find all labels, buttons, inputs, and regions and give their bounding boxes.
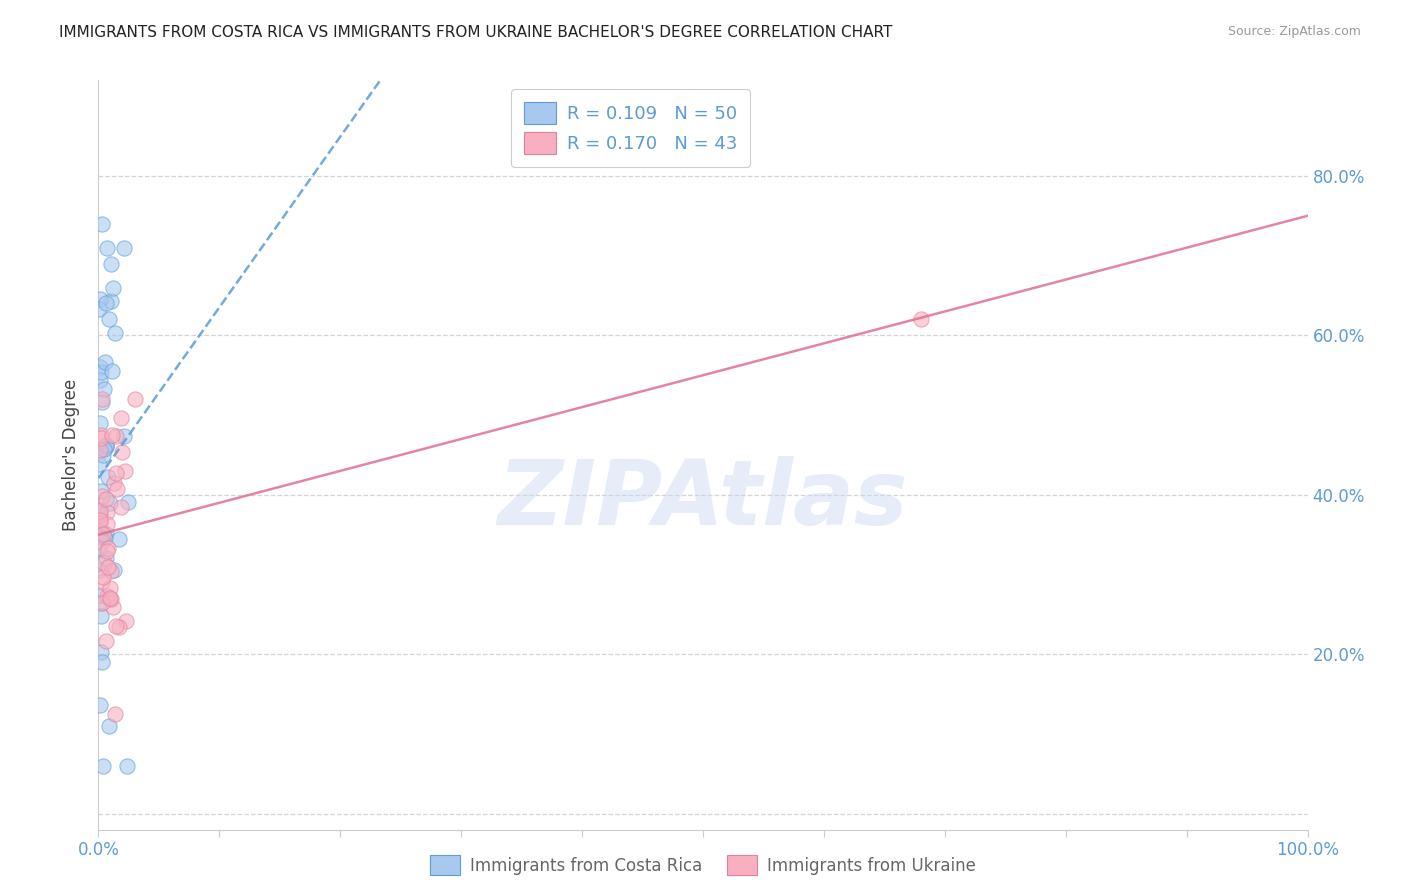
Point — [89, 292, 111, 306]
Point — [114, 464, 136, 478]
Point — [91, 570, 114, 584]
Point — [98, 495, 121, 509]
Point — [89, 698, 111, 713]
Point — [89, 508, 111, 522]
Text: Source: ZipAtlas.com: Source: ZipAtlas.com — [1227, 25, 1361, 38]
Point — [115, 614, 138, 628]
Point — [101, 280, 124, 294]
Point — [89, 416, 111, 430]
Point — [90, 609, 112, 624]
Text: IMMIGRANTS FROM COSTA RICA VS IMMIGRANTS FROM UKRAINE BACHELOR'S DEGREE CORRELAT: IMMIGRANTS FROM COSTA RICA VS IMMIGRANTS… — [59, 25, 893, 40]
Point — [89, 359, 111, 374]
Point — [94, 296, 117, 310]
Point — [96, 544, 118, 558]
Point — [96, 437, 118, 451]
Point — [100, 582, 122, 596]
Point — [96, 517, 118, 532]
Point — [124, 392, 146, 406]
Point — [108, 620, 131, 634]
Point — [111, 445, 134, 459]
Y-axis label: Bachelor's Degree: Bachelor's Degree — [62, 379, 80, 531]
Point — [90, 484, 112, 499]
Point — [93, 382, 115, 396]
Point — [105, 619, 128, 633]
Point — [100, 293, 122, 308]
Point — [98, 312, 121, 326]
Point — [910, 312, 932, 326]
Point — [117, 495, 139, 509]
Point — [89, 529, 111, 543]
Point — [91, 489, 114, 503]
Point — [87, 588, 110, 602]
Point — [89, 524, 111, 539]
Point — [93, 531, 115, 545]
Point — [110, 410, 132, 425]
Point — [91, 596, 114, 610]
Point — [112, 242, 135, 256]
Legend: Immigrants from Costa Rica, Immigrants from Ukraine: Immigrants from Costa Rica, Immigrants f… — [422, 847, 984, 884]
Point — [101, 363, 124, 377]
Point — [91, 759, 114, 773]
Point — [103, 476, 125, 491]
Point — [98, 591, 121, 606]
Point — [101, 600, 124, 615]
Point — [103, 563, 125, 577]
Point — [94, 492, 117, 507]
Point — [94, 527, 117, 541]
Point — [100, 592, 122, 607]
Point — [93, 556, 115, 570]
Point — [91, 217, 114, 231]
Point — [112, 428, 135, 442]
Point — [96, 505, 118, 519]
Point — [104, 326, 127, 340]
Point — [96, 440, 118, 454]
Point — [87, 506, 110, 520]
Point — [97, 470, 120, 484]
Point — [87, 563, 110, 577]
Point — [105, 483, 128, 497]
Text: ZIPAtlas: ZIPAtlas — [498, 456, 908, 544]
Point — [97, 541, 120, 556]
Point — [96, 634, 118, 648]
Point — [90, 431, 112, 445]
Point — [94, 438, 117, 452]
Point — [89, 443, 111, 458]
Point — [90, 574, 112, 589]
Point — [89, 516, 111, 530]
Point — [105, 466, 128, 480]
Point — [97, 560, 120, 574]
Point — [101, 428, 124, 442]
Point — [93, 355, 115, 369]
Point — [91, 394, 114, 409]
Point — [105, 429, 128, 443]
Point — [100, 564, 122, 578]
Legend: R = 0.109   N = 50, R = 0.170   N = 43: R = 0.109 N = 50, R = 0.170 N = 43 — [510, 89, 749, 167]
Point — [90, 427, 112, 442]
Point — [96, 589, 118, 603]
Point — [87, 457, 110, 471]
Point — [93, 442, 115, 457]
Point — [107, 532, 129, 546]
Point — [104, 707, 127, 722]
Point — [96, 550, 118, 565]
Point — [96, 241, 118, 255]
Point — [90, 365, 112, 379]
Point — [91, 392, 114, 406]
Point — [89, 503, 111, 517]
Point — [87, 301, 110, 316]
Point — [89, 373, 111, 387]
Point — [91, 535, 114, 549]
Point — [89, 596, 111, 610]
Point — [91, 656, 114, 670]
Point — [89, 541, 111, 555]
Point — [98, 591, 121, 605]
Point — [100, 257, 122, 271]
Point — [90, 645, 112, 659]
Point — [97, 719, 120, 733]
Point — [91, 526, 114, 541]
Point — [115, 759, 138, 773]
Point — [110, 500, 132, 514]
Point — [91, 448, 114, 462]
Point — [89, 513, 111, 527]
